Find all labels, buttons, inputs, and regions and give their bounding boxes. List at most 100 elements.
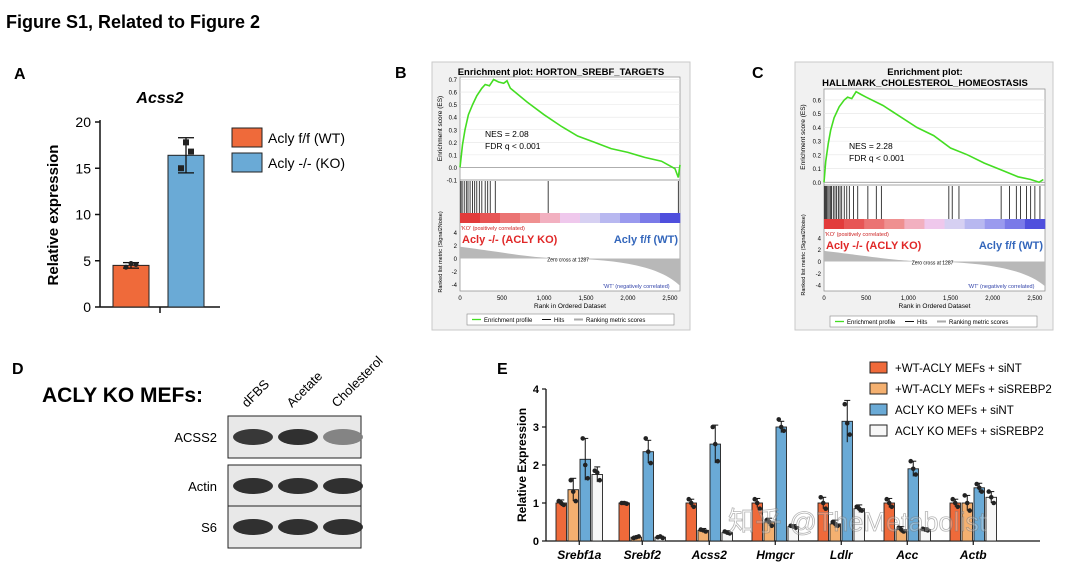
- e-data-point: [597, 477, 603, 483]
- e-data-point: [754, 500, 760, 506]
- gsea-correlation-band-segment: [1024, 219, 1046, 229]
- panel-c-label: C: [752, 65, 764, 82]
- e-legend-swatch-1: [869, 382, 888, 395]
- gsea-es-tick-label: 0.1: [449, 153, 458, 159]
- a-data-point: [188, 148, 194, 155]
- a-data-point: [183, 139, 189, 146]
- gsea-es-tick-label: 0.1: [813, 167, 822, 173]
- blot-band: [278, 478, 318, 494]
- e-data-point: [832, 521, 838, 527]
- gsea-rank-tick-label: 0: [454, 257, 458, 263]
- panel-c: C Enrichment plot:HALLMARK_CHOLESTEROL_H…: [752, 61, 1054, 331]
- gsea-es-tick-label: 0.6: [449, 91, 458, 97]
- e-data-point: [842, 401, 848, 407]
- panel-d: D ACLY KO MEFs: dFBS Acetate Cholesterol A…: [12, 353, 386, 549]
- e-data-point: [823, 506, 829, 512]
- gsea-correlation-band-segment: [580, 213, 601, 223]
- panel-b: B Enrichment plot: HORTON_SREBF_TARGETS0…: [395, 61, 691, 331]
- e-data-point: [580, 436, 586, 441]
- e-legend-label-1: +WT-ACLY MEFs + siSREBP2: [895, 384, 1052, 396]
- e-data-point: [568, 477, 574, 483]
- e-data-point: [633, 534, 639, 540]
- gsea-xlabel: Rank in Ordered Dataset: [534, 303, 606, 310]
- gsea-es-tick-label: 0.0: [813, 181, 822, 187]
- lane-label-0: dFBS: [239, 376, 273, 410]
- gsea-correlation-band-segment: [824, 219, 845, 229]
- gsea-plot-b: Enrichment plot: HORTON_SREBF_TARGETS0.7…: [431, 61, 691, 331]
- gsea-correlation-band-segment: [540, 213, 561, 223]
- e-data-point: [686, 496, 692, 502]
- gsea-pos-corr-label: 'KO' (positively correlated): [825, 232, 889, 238]
- e-y-tick-label: 4: [533, 384, 540, 396]
- e-legend-swatch-2: [869, 403, 888, 416]
- gsea-legend-hits-label: Hits: [917, 320, 927, 326]
- gsea-es-tick-label: 0.4: [449, 116, 458, 122]
- gsea-ko-label: Acly -/- (ACLY KO): [462, 234, 558, 246]
- gsea-correlation-band-segment: [964, 219, 986, 229]
- legend-swatch-wt: [231, 127, 263, 148]
- gsea-correlation-band-segment: [904, 219, 925, 229]
- e-bar: [591, 474, 603, 542]
- e-bar: [555, 502, 567, 542]
- e-data-point: [752, 496, 758, 502]
- e-data-point: [657, 534, 663, 539]
- e-data-point: [986, 489, 992, 494]
- e-legend-label-3: ACLY KO MEFs + siSREBP2: [895, 426, 1044, 438]
- e-data-point: [962, 493, 968, 498]
- blot-band: [233, 429, 273, 445]
- gsea-es-ylabel: Enrichment score (ES): [800, 104, 807, 169]
- blot-label-acss2: ACSS2: [174, 430, 217, 445]
- e-data-point: [847, 432, 853, 437]
- blot-band: [233, 478, 273, 494]
- gsea-x-tick-label: 500: [497, 296, 508, 302]
- gsea-x-tick-label: 500: [861, 296, 872, 302]
- gsea-rank-tick-label: 2: [818, 248, 822, 254]
- gsea-es-tick-label: 0.5: [813, 112, 822, 118]
- e-x-tick-label: Srebf1a: [557, 548, 601, 562]
- gsea-correlation-band-segment: [460, 213, 481, 223]
- gsea-es-tick-label: 0.7: [449, 78, 458, 84]
- gsea-rank-tick-label: -2: [816, 272, 822, 278]
- e-data-point: [570, 489, 576, 494]
- gsea-correlation-band-segment: [864, 219, 885, 229]
- e-data-point: [700, 528, 706, 533]
- gsea-es-tick-label: 0.5: [449, 103, 458, 109]
- e-data-point: [820, 500, 826, 506]
- gsea-rank-tick-label: 4: [818, 236, 822, 242]
- e-bar: [618, 502, 630, 542]
- e-data-point: [950, 496, 956, 502]
- a-data-point: [178, 165, 184, 172]
- blot-band: [323, 478, 363, 494]
- gsea-legend-box: [466, 313, 675, 326]
- gsea-rank-ylabel: Ranked list metric (Signal2Noise): [438, 211, 444, 292]
- gsea-es-tick-label: 0.6: [813, 98, 822, 104]
- e-data-point: [691, 504, 697, 510]
- western-blots: ACSS2 Actin S6: [174, 415, 363, 549]
- a-y-tick-label: 5: [83, 253, 91, 269]
- gsea-es-tick-label: 0.4: [813, 126, 822, 132]
- e-bar: [642, 451, 654, 542]
- e-legend-swatch-3: [869, 424, 888, 437]
- panel-a-label: A: [14, 66, 26, 83]
- gsea-legend-profile-label: Enrichment profile: [484, 318, 533, 324]
- e-legend-swatch-0: [869, 361, 888, 374]
- gsea-zero-cross-label: Zero cross at 1287: [547, 258, 589, 264]
- e-y-tick-label: 0: [533, 536, 539, 548]
- gsea-x-tick-label: 1,000: [536, 296, 552, 302]
- gsea-correlation-band-segment: [984, 219, 1006, 229]
- gsea-enrichment-curve: [823, 90, 1044, 184]
- e-x-tick-label: Actb: [959, 548, 987, 562]
- gsea-neg-corr-label: 'WT' (negatively correlated): [603, 284, 670, 290]
- gsea-ranking-metric-area: [460, 246, 680, 286]
- e-x-tick-label: Ldlr: [830, 548, 854, 562]
- panel-e-ylabel: Relative Expression: [515, 408, 529, 522]
- e-data-point: [955, 504, 961, 510]
- e-data-point: [558, 500, 564, 506]
- gsea-correlation-band-segment: [500, 213, 521, 223]
- e-data-point: [648, 460, 654, 466]
- gsea-legend-profile-label: Enrichment profile: [847, 320, 896, 326]
- e-data-point: [573, 498, 579, 504]
- gsea-rank-ylabel: Ranked list metric (Signal2Noise): [801, 214, 807, 295]
- gsea-ko-label: Acly -/- (ACLY KO): [826, 240, 922, 252]
- gsea-correlation-band-segment: [844, 219, 865, 229]
